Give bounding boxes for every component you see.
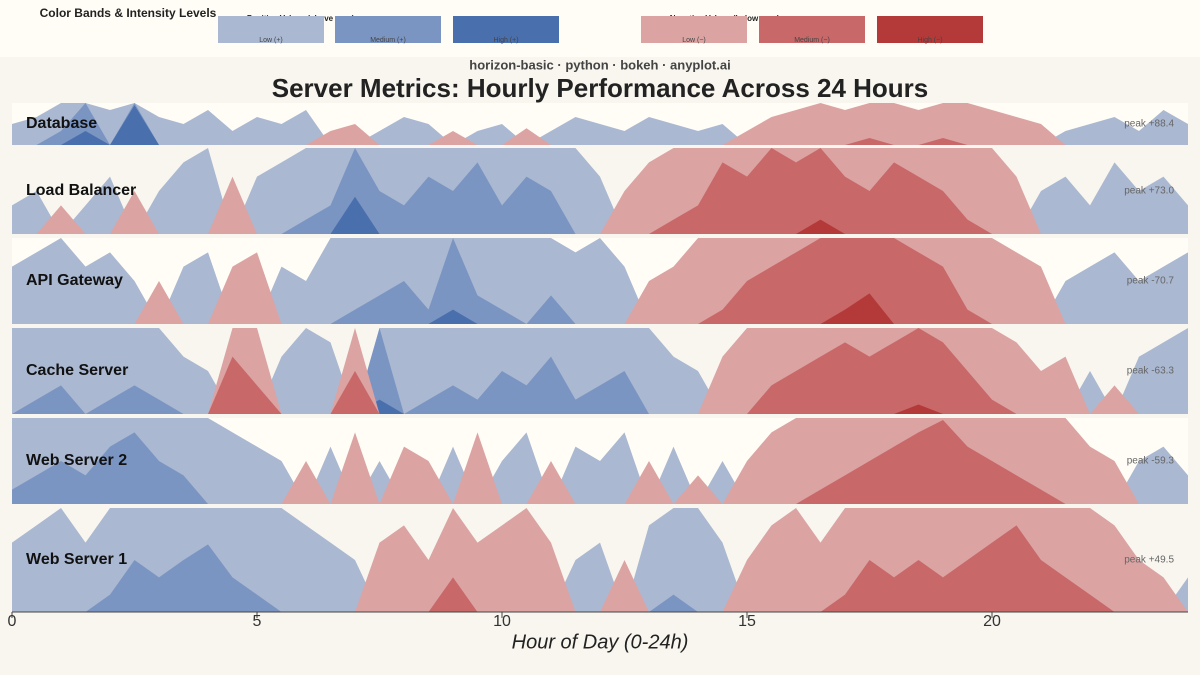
- legend-swatch: [759, 16, 865, 43]
- horizon-band-negative: [12, 525, 1188, 612]
- series-label: Web Server 1: [26, 551, 127, 568]
- horizon-band-positive: [12, 544, 1188, 612]
- x-axis-label: Hour of Day (0-24h): [512, 631, 689, 653]
- series-label: Cache Server: [26, 362, 128, 379]
- peak-annotation: peak -59.3: [1127, 456, 1175, 467]
- peak-annotation: peak -70.7: [1127, 276, 1175, 287]
- subtitle: horizon-basic · python · bokeh · anyplot…: [469, 57, 730, 72]
- legend-label: High (−): [917, 37, 942, 44]
- legend-label: Medium (+): [370, 37, 406, 44]
- horizon-band-positive: [12, 328, 1188, 414]
- peak-annotation: peak +88.4: [1124, 119, 1174, 130]
- horizon-band-positive: [12, 508, 1188, 612]
- horizon-band-negative: [12, 103, 1188, 145]
- legend-swatch: [877, 16, 983, 43]
- legend-label: Low (−): [682, 37, 706, 44]
- x-tick-label: 0: [8, 613, 17, 630]
- horizon-band-positive: [12, 418, 1188, 504]
- legend-swatch: [453, 16, 559, 43]
- horizon-band-negative: [12, 420, 1188, 504]
- chart-title: Server Metrics: Hourly Performance Acros…: [272, 73, 929, 103]
- series-label: API Gateway: [26, 272, 123, 289]
- x-tick-label: 10: [493, 613, 511, 630]
- peak-annotation: peak -63.3: [1127, 366, 1175, 377]
- horizon-band-negative: [12, 148, 1188, 234]
- legend-label: Medium (−): [794, 37, 830, 44]
- legend-title: Color Bands & Intensity Levels: [40, 6, 217, 20]
- horizon-band-positive: [12, 105, 1188, 145]
- peak-annotation: peak +49.5: [1124, 555, 1174, 566]
- x-tick-label: 20: [983, 613, 1001, 630]
- legend-label: Low (+): [259, 37, 283, 44]
- series-label: Web Server 2: [26, 452, 127, 469]
- series-label: Load Balancer: [26, 182, 136, 199]
- horizon-band-positive: [12, 432, 1188, 504]
- legend-swatch: [641, 16, 747, 43]
- peak-annotation: peak +73.0: [1124, 186, 1174, 197]
- legend-swatch: [218, 16, 324, 43]
- horizon-band-positive: [12, 238, 1188, 324]
- legend-label: High (+): [493, 37, 518, 44]
- horizon-band-positive: [12, 328, 1188, 414]
- horizon-band-positive: [12, 103, 1188, 145]
- series-label: Database: [26, 115, 97, 132]
- horizon-band-positive: [12, 148, 1188, 234]
- horizon-band-negative: [12, 238, 1188, 324]
- x-tick-label: 5: [253, 613, 262, 630]
- horizon-band-negative: [12, 328, 1188, 414]
- legend-swatch: [335, 16, 441, 43]
- horizon-band-negative: [12, 138, 1188, 145]
- x-tick-label: 15: [738, 613, 756, 630]
